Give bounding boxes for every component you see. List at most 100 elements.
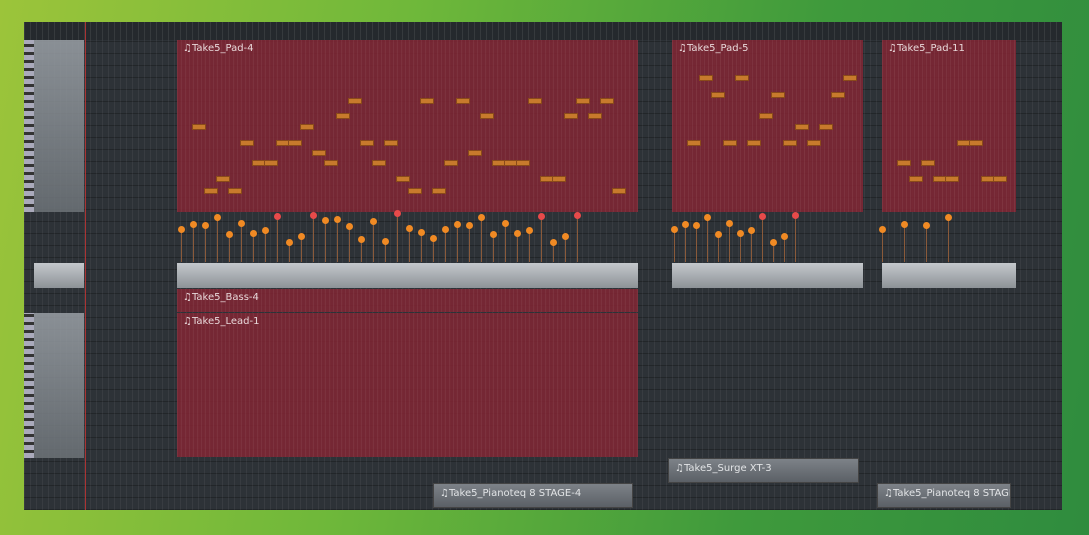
velocity-handle[interactable] <box>310 211 317 219</box>
clip-take5-pianoteq-stage-4[interactable]: ♫Take5_Pianoteq 8 STAGE-4 <box>433 483 633 508</box>
note[interactable] <box>444 160 458 166</box>
velocity-handle[interactable] <box>781 232 788 240</box>
note[interactable] <box>420 98 434 104</box>
note[interactable] <box>384 140 398 146</box>
velocity-handle[interactable] <box>526 227 533 235</box>
note[interactable] <box>759 113 773 119</box>
velocity-handle[interactable] <box>214 214 221 222</box>
clip-bar[interactable] <box>882 263 1016 288</box>
note[interactable] <box>699 75 713 81</box>
note[interactable] <box>945 176 959 182</box>
note[interactable] <box>408 188 422 194</box>
velocity-handle[interactable] <box>202 222 209 230</box>
note[interactable] <box>909 176 923 182</box>
note[interactable] <box>687 140 701 146</box>
note[interactable] <box>324 160 338 166</box>
note[interactable] <box>360 140 374 146</box>
note[interactable] <box>993 176 1007 182</box>
velocity-handle[interactable] <box>286 239 293 246</box>
note[interactable] <box>600 98 614 104</box>
velocity-handle[interactable] <box>226 231 233 239</box>
note[interactable] <box>783 140 797 146</box>
velocity-handle[interactable] <box>406 224 413 232</box>
note[interactable] <box>723 140 737 146</box>
velocity-handle[interactable] <box>238 219 245 227</box>
velocity-handle[interactable] <box>454 220 461 228</box>
clip-bar[interactable] <box>672 263 863 288</box>
note[interactable] <box>771 92 785 98</box>
velocity-handle[interactable] <box>574 211 581 219</box>
note[interactable] <box>432 188 446 194</box>
velocity-handle[interactable] <box>274 213 281 220</box>
note[interactable] <box>921 160 935 166</box>
timeline-ruler[interactable] <box>24 22 1062 40</box>
velocity-handle[interactable] <box>792 211 799 219</box>
velocity-handle[interactable] <box>945 214 952 222</box>
velocity-handle[interactable] <box>502 219 509 227</box>
velocity-handle[interactable] <box>370 218 377 226</box>
velocity-handle[interactable] <box>430 235 437 243</box>
note[interactable] <box>795 124 809 130</box>
velocity-handle[interactable] <box>671 226 678 233</box>
velocity-handle[interactable] <box>770 239 777 246</box>
clip-take5-pad-5[interactable]: ♫Take5_Pad-5 <box>672 40 863 212</box>
note[interactable] <box>588 113 602 119</box>
playhead[interactable] <box>85 22 86 510</box>
velocity-handle[interactable] <box>550 239 557 246</box>
velocity-handle[interactable] <box>418 228 425 236</box>
note[interactable] <box>264 160 278 166</box>
note[interactable] <box>807 140 821 146</box>
note[interactable] <box>735 75 749 81</box>
note[interactable] <box>192 124 206 130</box>
note[interactable] <box>516 160 530 166</box>
velocity-handle[interactable] <box>737 229 744 237</box>
note[interactable] <box>396 176 410 182</box>
velocity-handle[interactable] <box>334 215 341 223</box>
velocity-handle[interactable] <box>923 222 930 230</box>
velocity-handle[interactable] <box>490 231 497 239</box>
velocity-handle[interactable] <box>726 219 733 227</box>
velocity-handle[interactable] <box>190 220 197 228</box>
velocity-handle[interactable] <box>322 216 329 224</box>
clip-take5-surge-xt-3[interactable]: ♫Take5_Surge XT-3 <box>668 458 859 483</box>
note[interactable] <box>468 150 482 156</box>
velocity-handle[interactable] <box>346 223 353 231</box>
note[interactable] <box>564 113 578 119</box>
velocity-handle[interactable] <box>358 236 365 244</box>
note[interactable] <box>969 140 983 146</box>
note[interactable] <box>552 176 566 182</box>
note[interactable] <box>204 188 218 194</box>
velocity-handle[interactable] <box>250 229 257 237</box>
note[interactable] <box>747 140 761 146</box>
clip-take5-bass-4[interactable]: ♫Take5_Bass-4 <box>177 289 638 312</box>
note[interactable] <box>312 150 326 156</box>
velocity-handle[interactable] <box>514 229 521 237</box>
note[interactable] <box>240 140 254 146</box>
note[interactable] <box>819 124 833 130</box>
clip-take5-pad-11[interactable]: ♫Take5_Pad-11 <box>882 40 1016 212</box>
velocity-handle[interactable] <box>394 210 401 218</box>
note[interactable] <box>528 98 542 104</box>
note[interactable] <box>480 113 494 119</box>
note[interactable] <box>216 176 230 182</box>
note[interactable] <box>228 188 242 194</box>
note[interactable] <box>348 98 362 104</box>
note[interactable] <box>300 124 314 130</box>
velocity-handle[interactable] <box>901 220 908 228</box>
velocity-handle[interactable] <box>478 214 485 222</box>
note[interactable] <box>456 98 470 104</box>
note[interactable] <box>288 140 302 146</box>
velocity-handle[interactable] <box>178 226 185 233</box>
velocity-handle[interactable] <box>693 222 700 230</box>
velocity-handle[interactable] <box>682 220 689 228</box>
note[interactable] <box>372 160 386 166</box>
clip-bar[interactable] <box>177 263 638 288</box>
velocity-handle[interactable] <box>382 237 389 245</box>
velocity-handle[interactable] <box>704 214 711 222</box>
note[interactable] <box>897 160 911 166</box>
velocity-handle[interactable] <box>748 227 755 235</box>
velocity-handle[interactable] <box>442 226 449 233</box>
clip-take5-pad-4[interactable]: ♫Take5_Pad-4 <box>177 40 638 212</box>
velocity-handle[interactable] <box>715 231 722 239</box>
velocity-handle[interactable] <box>759 213 766 220</box>
